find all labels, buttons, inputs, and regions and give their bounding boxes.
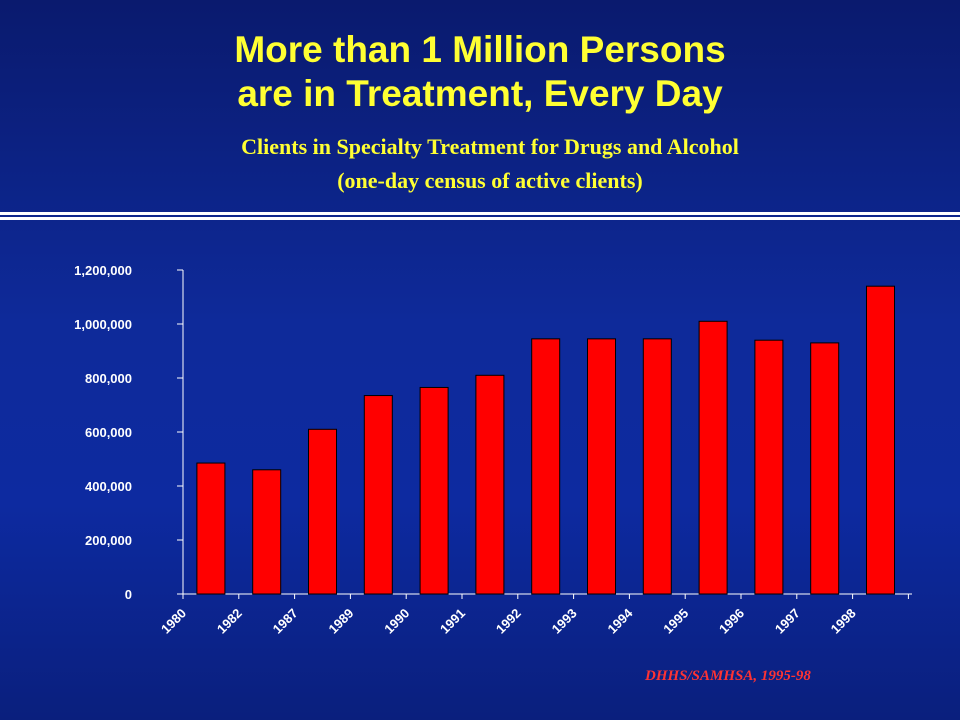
bar xyxy=(754,339,784,595)
bar xyxy=(866,285,895,595)
x-tick-label: 1990 xyxy=(381,606,412,637)
y-tick-label: 1,200,000 xyxy=(74,263,132,278)
x-tick-label: 1989 xyxy=(325,606,356,637)
bar xyxy=(363,395,393,595)
divider-rule xyxy=(0,212,960,220)
x-tick-label: 1994 xyxy=(604,605,636,637)
bar xyxy=(587,338,616,595)
y-tick-label: 400,000 xyxy=(85,479,132,494)
x-tick-label: 1992 xyxy=(493,606,524,637)
y-tick-label: 800,000 xyxy=(85,371,132,386)
bar xyxy=(810,342,840,595)
x-tick-label: 1996 xyxy=(716,606,747,637)
x-tick-label: 1987 xyxy=(270,606,301,637)
bar xyxy=(252,469,282,595)
x-tick-label: 1997 xyxy=(772,606,803,637)
chart-subtitle: Clients in Specialty Treatment for Drugs… xyxy=(0,130,960,198)
y-tick-label: 0 xyxy=(125,587,132,602)
x-tick-label: 1993 xyxy=(549,606,580,637)
title-line-2: are in Treatment, Every Day xyxy=(237,73,723,114)
x-tick-label: 1982 xyxy=(214,606,245,637)
subtitle-line-2: (one-day census of active clients) xyxy=(337,168,643,193)
bar xyxy=(308,428,337,595)
x-tick-label: 1998 xyxy=(828,606,859,637)
bar xyxy=(475,374,505,595)
subtitle-line-1: Clients in Specialty Treatment for Drugs… xyxy=(241,134,739,159)
y-tick-label: 200,000 xyxy=(85,533,132,548)
title-line-1: More than 1 Million Persons xyxy=(234,29,726,70)
slide-title: More than 1 Million Persons are in Treat… xyxy=(0,28,960,116)
x-tick-label: 1991 xyxy=(437,606,468,637)
source-citation: DHHS/SAMHSA, 1995-98 xyxy=(645,668,811,684)
bar xyxy=(196,462,226,595)
bar xyxy=(531,338,561,595)
bar xyxy=(698,320,728,595)
x-tick-label: 1995 xyxy=(660,606,691,637)
bar xyxy=(642,338,672,595)
x-tick-label: 1980 xyxy=(158,606,189,637)
y-tick-label: 1,000,000 xyxy=(74,317,132,332)
bar xyxy=(419,386,449,595)
y-tick-label: 600,000 xyxy=(85,425,132,440)
